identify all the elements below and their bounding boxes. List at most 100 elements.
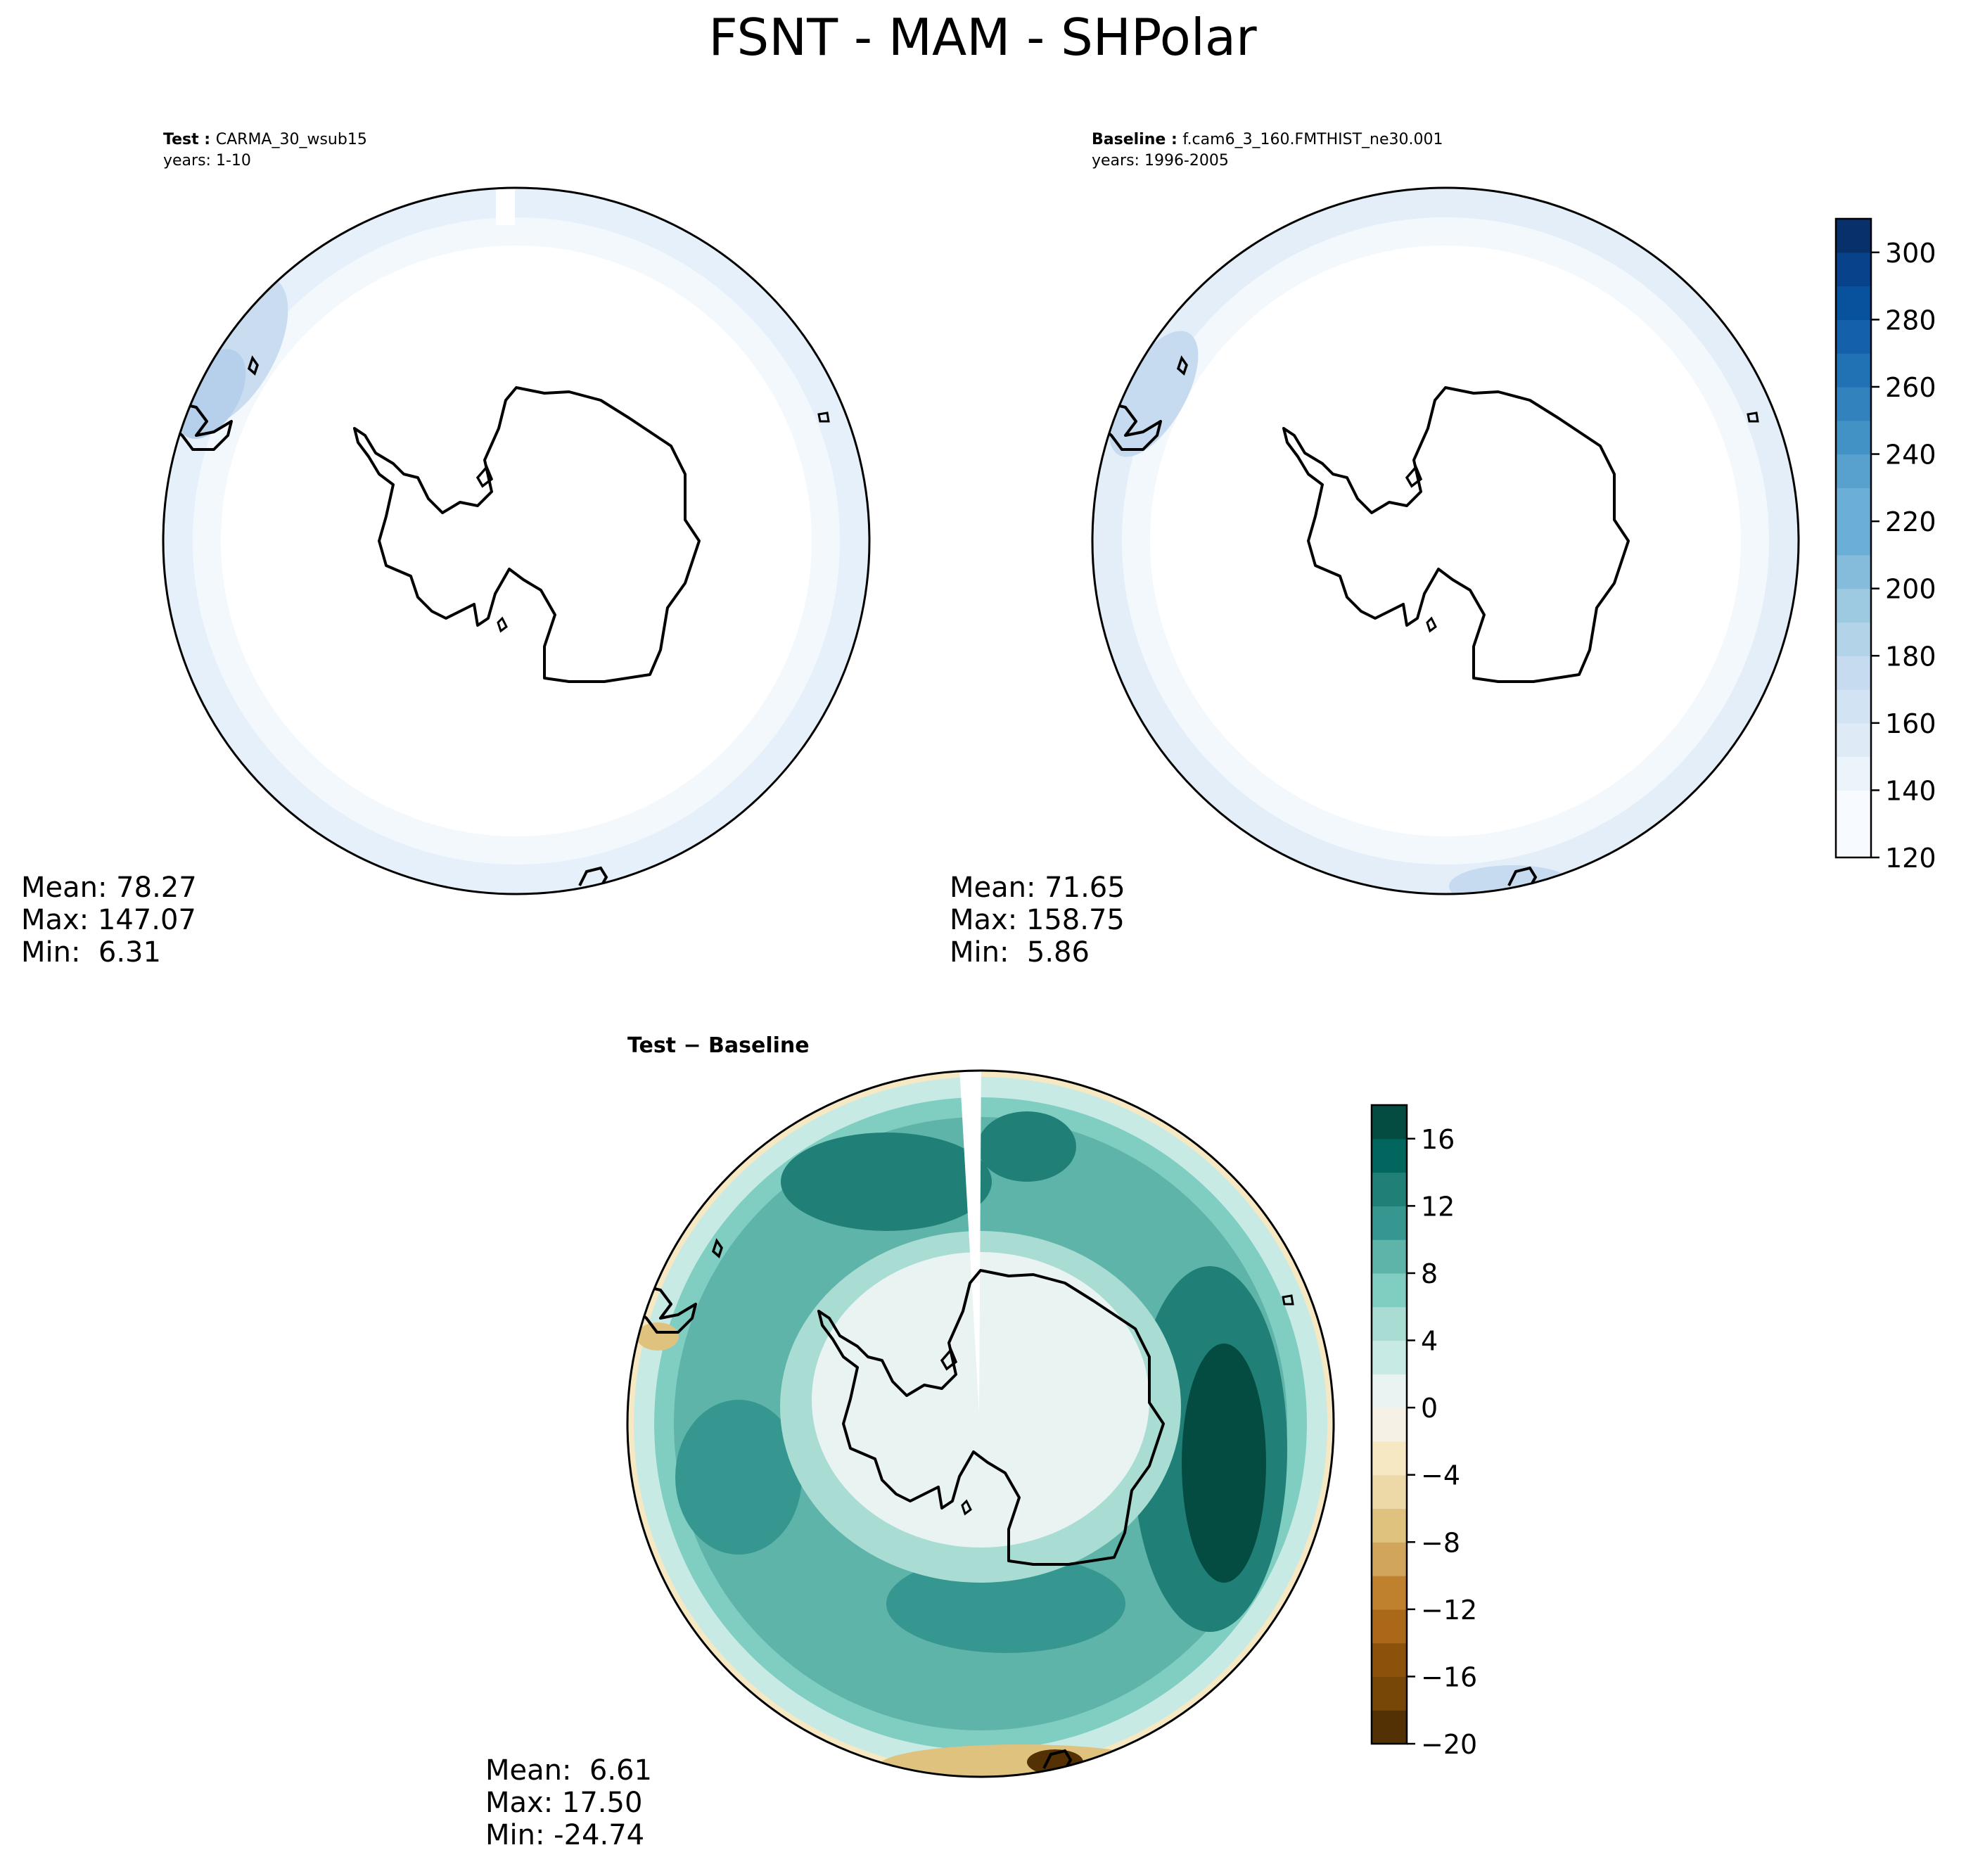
panel-diff: Test − Baseline Mean: 6.61 Max: 17.50 Mi… bbox=[485, 1033, 1335, 1851]
colorbar-diff-tick-label: −16 bbox=[1421, 1661, 1477, 1692]
colorbar-diff-segment bbox=[1372, 1239, 1407, 1274]
colorbar-top-segment bbox=[1836, 521, 1871, 556]
colorbar-top-segment bbox=[1836, 219, 1871, 253]
map-diff-brown-south bbox=[879, 1744, 1161, 1777]
map-baseline-background bbox=[1092, 188, 1799, 894]
panel-test-title-sep: : bbox=[199, 131, 216, 148]
colorbar-top-tick-label: 260 bbox=[1885, 372, 1936, 403]
colorbar-top-segment bbox=[1836, 588, 1871, 623]
colorbar-top-segment bbox=[1836, 824, 1871, 858]
map-test-boundary bbox=[162, 186, 871, 895]
colorbar-diff-segment bbox=[1372, 1710, 1407, 1744]
map-diff bbox=[627, 1071, 1334, 1777]
colorbar-top-segment bbox=[1836, 656, 1871, 690]
colorbar-top-segment bbox=[1836, 689, 1871, 724]
colorbar-top: 120 140 160 180 200 220 240 260 280 300 bbox=[1834, 217, 1936, 874]
panel-diff-min: Min: -24.74 bbox=[485, 1819, 644, 1851]
map-baseline-inner-band bbox=[1122, 217, 1769, 864]
colorbar-diff-segment bbox=[1372, 1676, 1407, 1711]
panel-baseline-title-bold: Baseline bbox=[1092, 131, 1166, 148]
panel-baseline-title: Baseline : f.cam6_3_160.FMTHIST_ne30.001 bbox=[1092, 131, 1443, 148]
colorbar-diff-segment bbox=[1372, 1609, 1407, 1644]
colorbar-top-segment bbox=[1836, 252, 1871, 287]
panel-test-subtitle: years: 1-10 bbox=[163, 152, 251, 170]
colorbar-top-tick-label: 220 bbox=[1885, 506, 1936, 537]
map-diff-missing-wedge bbox=[959, 1071, 981, 1414]
panel-baseline-subtitle: years: 1996-2005 bbox=[1092, 152, 1229, 170]
colorbar-diff-tick-label: 16 bbox=[1421, 1124, 1455, 1155]
map-diff-halo-inner bbox=[812, 1252, 1149, 1548]
colorbar-diff-tick-label: −8 bbox=[1421, 1527, 1460, 1558]
colorbar-diff-segment bbox=[1372, 1105, 1407, 1140]
colorbar-top-tick-label: 280 bbox=[1885, 305, 1936, 336]
colorbar-top-segment bbox=[1836, 756, 1871, 791]
colorbar-top-tick-label: 160 bbox=[1885, 708, 1936, 739]
colorbar-top-segment bbox=[1836, 286, 1871, 320]
colorbar-diff-segment bbox=[1372, 1272, 1407, 1308]
colorbar-diff-segment bbox=[1372, 1306, 1407, 1341]
colorbar-diff-segment bbox=[1372, 1474, 1407, 1510]
colorbar-top-tick-label: 240 bbox=[1885, 440, 1936, 471]
panel-test-min: Min: 6.31 bbox=[21, 936, 161, 969]
map-diff-darkest-east bbox=[1182, 1344, 1266, 1583]
panel-diff-max: Max: 17.50 bbox=[485, 1787, 642, 1819]
colorbar-diff-tick-label: −20 bbox=[1421, 1729, 1477, 1760]
map-diff-dark-north-2 bbox=[978, 1111, 1076, 1182]
colorbar-diff-tick-label: 0 bbox=[1421, 1393, 1438, 1424]
colorbar-diff-border bbox=[1370, 1104, 1408, 1745]
map-baseline-boundary bbox=[1091, 186, 1800, 895]
colorbar-top-border bbox=[1834, 217, 1872, 859]
map-diff-dark-west bbox=[675, 1400, 802, 1555]
colorbar-top-segment bbox=[1836, 353, 1871, 388]
panel-test-max: Max: 147.07 bbox=[21, 904, 196, 936]
map-test-gap bbox=[496, 188, 515, 225]
colorbar-diff-segment bbox=[1372, 1172, 1407, 1206]
colorbar-diff: −20 −16 −12 −8 −4 0 4 8 12 16 bbox=[1370, 1104, 1477, 1760]
panel-baseline: Baseline : f.cam6_3_160.FMTHIST_ne30.001… bbox=[950, 131, 1800, 969]
colorbar-top-segment bbox=[1836, 420, 1871, 455]
colorbar-diff-tick-label: −4 bbox=[1421, 1460, 1460, 1491]
panel-baseline-title-rest: f.cam6_3_160.FMTHIST_ne30.001 bbox=[1182, 131, 1443, 148]
panel-baseline-title-sep: : bbox=[1166, 131, 1182, 148]
map-diff-dark-north bbox=[781, 1132, 992, 1231]
panel-diff-title: Test − Baseline bbox=[627, 1033, 810, 1058]
colorbar-top-segment bbox=[1836, 454, 1871, 488]
colorbar-diff-segment bbox=[1372, 1642, 1407, 1678]
colorbar-diff-tick-label: 4 bbox=[1421, 1326, 1438, 1357]
colorbar-top-segment bbox=[1836, 386, 1871, 421]
colorbar-diff-segment bbox=[1372, 1340, 1407, 1374]
colorbar-diff-segment bbox=[1372, 1542, 1407, 1576]
colorbar-diff-segment bbox=[1372, 1441, 1407, 1476]
map-diff-boundary bbox=[626, 1069, 1335, 1778]
map-test bbox=[163, 188, 869, 894]
figure-title: FSNT - MAM - SHPolar bbox=[708, 8, 1257, 67]
colorbar-diff-tick-label: 8 bbox=[1421, 1258, 1438, 1289]
panel-baseline-mean: Mean: 71.65 bbox=[950, 872, 1125, 904]
colorbar-top-tick-label: 300 bbox=[1885, 238, 1936, 269]
panel-test-title-bold: Test bbox=[163, 131, 199, 148]
panel-test: Test : CARMA_30_wsub15 years: 1-10 Mean:… bbox=[21, 131, 871, 969]
map-baseline-high-region-2 bbox=[1449, 865, 1576, 894]
colorbar-top-tick-label: 120 bbox=[1885, 843, 1936, 874]
colorbar-diff-tick-label: −12 bbox=[1421, 1595, 1477, 1626]
colorbar-diff-segment bbox=[1372, 1408, 1407, 1442]
panel-test-title: Test : CARMA_30_wsub15 bbox=[163, 131, 367, 148]
colorbar-diff-segment bbox=[1372, 1206, 1407, 1240]
colorbar-diff-tick-label: 12 bbox=[1421, 1191, 1455, 1222]
colorbar-top-tick-label: 140 bbox=[1885, 775, 1936, 806]
map-test-background bbox=[163, 188, 869, 894]
panel-baseline-min: Min: 5.86 bbox=[950, 936, 1090, 969]
map-test-inner-band bbox=[193, 217, 840, 864]
colorbar-top-segment bbox=[1836, 487, 1871, 522]
colorbar-top-tick-label: 180 bbox=[1885, 641, 1936, 672]
colorbar-top-segment bbox=[1836, 790, 1871, 824]
colorbar-diff-segment bbox=[1372, 1508, 1407, 1543]
colorbar-diff-segment bbox=[1372, 1576, 1407, 1610]
colorbar-top-segment bbox=[1836, 622, 1871, 656]
panel-baseline-max: Max: 158.75 bbox=[950, 904, 1125, 936]
panel-diff-mean: Mean: 6.61 bbox=[485, 1754, 652, 1787]
map-baseline bbox=[1092, 188, 1799, 894]
panel-test-mean: Mean: 78.27 bbox=[21, 872, 197, 904]
colorbar-diff-segment bbox=[1372, 1374, 1407, 1408]
